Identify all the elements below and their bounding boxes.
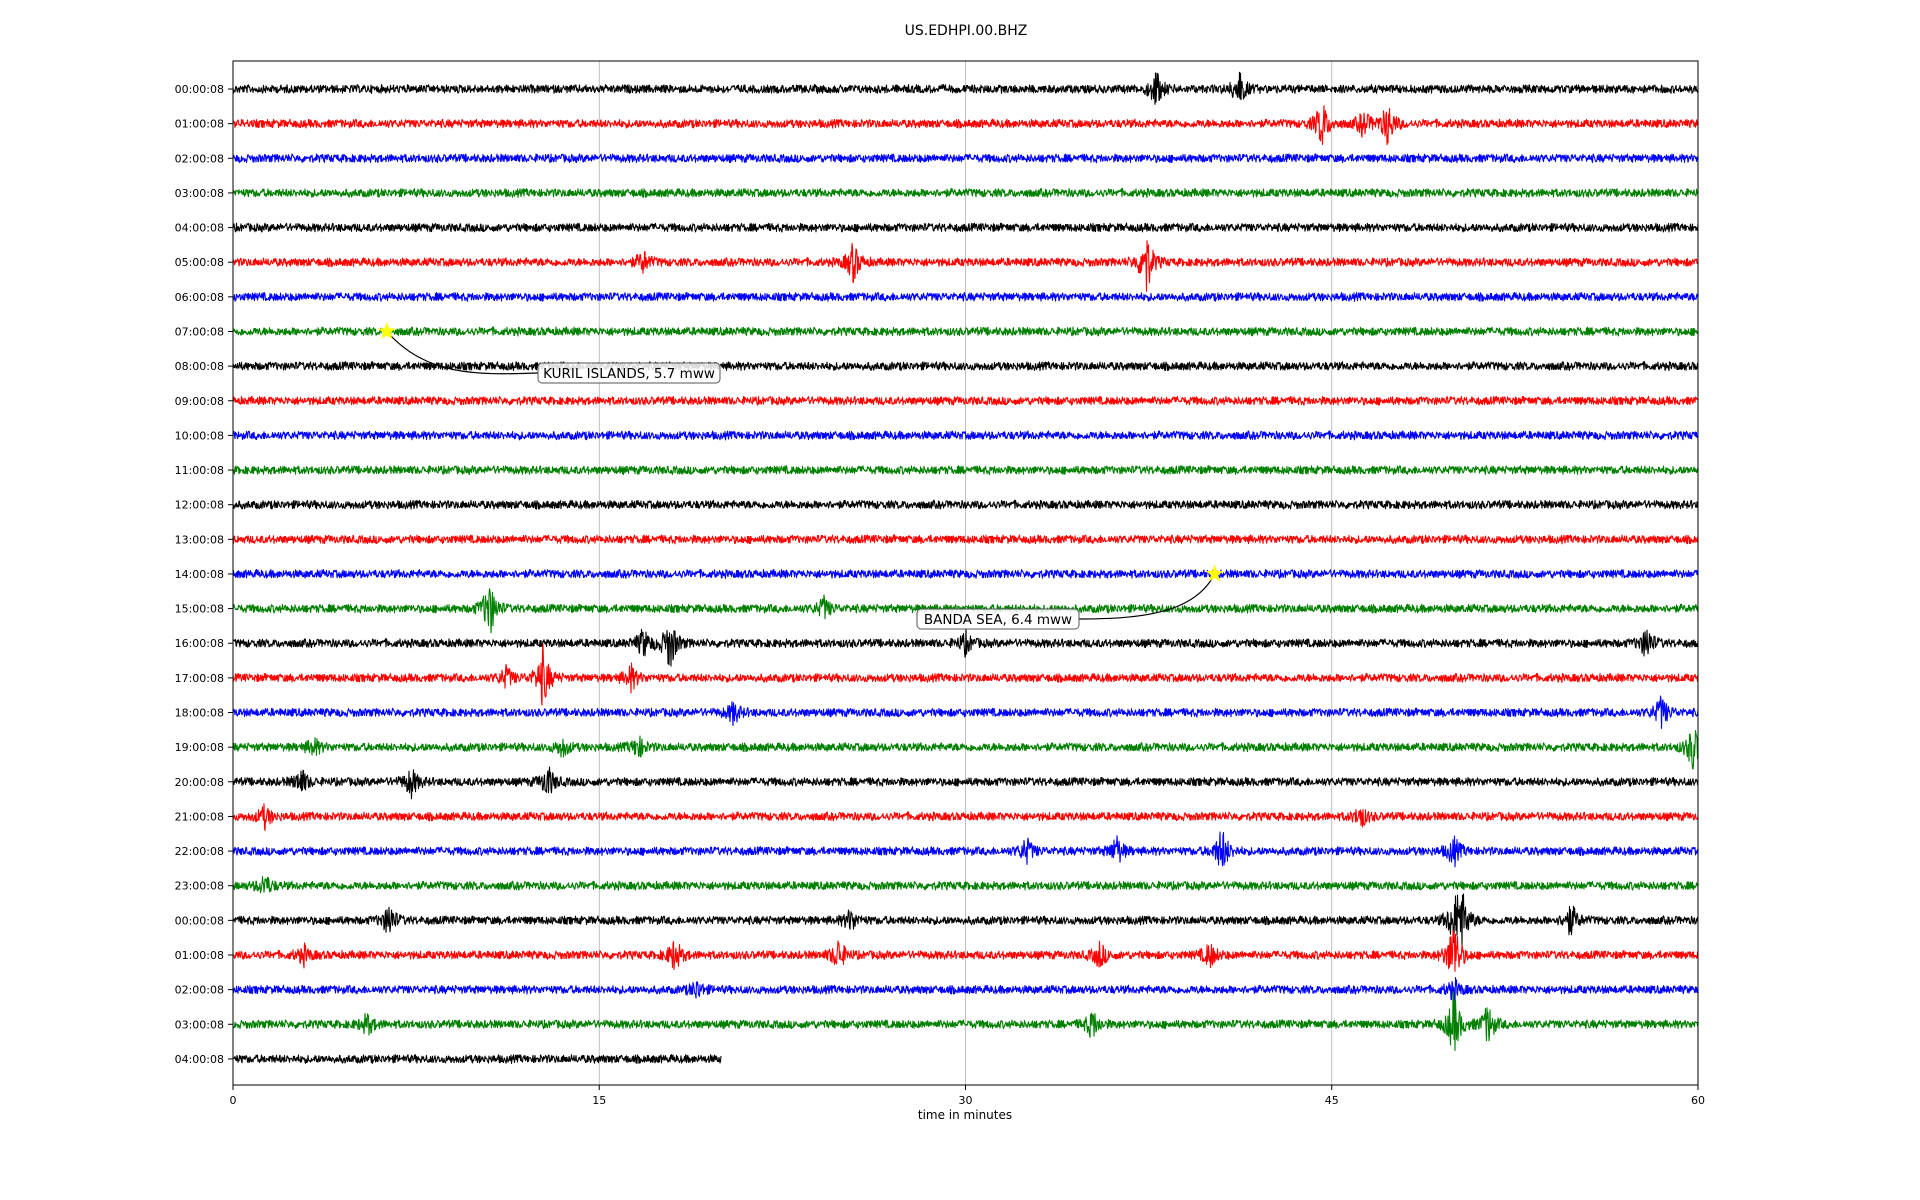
- event-label-box: [537, 362, 721, 384]
- trace-layer: [232, 71, 1699, 1064]
- x-tick-label: 30: [959, 1094, 973, 1107]
- event-layer: KURIL ISLANDS, 5.7 mww BANDA SEA, 6.4 mww: [377, 322, 1224, 630]
- event-connector: [1078, 573, 1216, 620]
- row-label: 15:00:08: [175, 603, 224, 616]
- x-axis-label: time in minutes: [918, 1108, 1012, 1122]
- seismic-trace: [232, 361, 1699, 372]
- event-label-box: [916, 608, 1080, 630]
- row-label: 01:00:08: [175, 118, 224, 131]
- seismic-trace: [232, 929, 1699, 972]
- row-label: 10:00:08: [175, 429, 224, 442]
- plot-frame: [232, 60, 1699, 1086]
- row-label: 02:00:08: [175, 984, 224, 997]
- row-label: 23:00:08: [175, 880, 224, 893]
- seismic-trace: [232, 499, 1699, 510]
- x-tick-label: 60: [1691, 1094, 1705, 1107]
- seismic-trace: [232, 534, 1699, 545]
- x-tick-layer: 0 15 30 45 60: [230, 1085, 1705, 1107]
- row-label: 22:00:08: [175, 845, 224, 858]
- seismic-trace: [232, 1054, 722, 1064]
- seismic-trace: [232, 465, 1699, 476]
- seismic-trace: [232, 222, 1699, 233]
- row-label: 06:00:08: [175, 291, 224, 304]
- chart-title: US.EDHPI.00.BHZ: [905, 23, 1028, 39]
- row-label: 04:00:08: [175, 1053, 224, 1066]
- seismic-trace: [232, 643, 1699, 706]
- row-label: 00:00:08: [175, 914, 224, 927]
- row-label: 12:00:08: [175, 499, 224, 512]
- seismic-trace: [232, 71, 1699, 105]
- seismic-trace: [232, 240, 1699, 292]
- event-connector: [386, 331, 539, 375]
- seismic-trace: [232, 977, 1699, 1003]
- row-label: 08:00:08: [175, 360, 224, 373]
- seismic-trace: [232, 831, 1699, 868]
- row-label: 19:00:08: [175, 741, 224, 754]
- seismic-trace: [232, 876, 1699, 894]
- row-label: 01:00:08: [175, 949, 224, 962]
- row-label: 17:00:08: [175, 672, 224, 685]
- row-label: 00:00:08: [175, 83, 224, 96]
- seismic-trace: [232, 893, 1699, 947]
- seismic-trace: [232, 766, 1699, 800]
- seismic-trace: [232, 588, 1699, 634]
- seismic-trace: [232, 395, 1699, 406]
- x-tick-label: 15: [592, 1094, 606, 1107]
- x-tick-label: 45: [1325, 1094, 1339, 1107]
- row-label: 11:00:08: [175, 464, 224, 477]
- row-label: 05:00:08: [175, 256, 224, 269]
- row-label: 03:00:08: [175, 187, 224, 200]
- row-label: 13:00:08: [175, 533, 224, 546]
- seismic-trace: [232, 803, 1699, 832]
- seismic-trace: [232, 628, 1699, 667]
- x-tick-label: 0: [230, 1094, 237, 1107]
- row-label: 16:00:08: [175, 637, 224, 650]
- event-star-marker: [1205, 564, 1224, 582]
- row-label: 02:00:08: [175, 152, 224, 165]
- seismic-trace: [232, 568, 1699, 579]
- seismic-trace: [232, 326, 1699, 337]
- row-label: 09:00:08: [175, 395, 224, 408]
- row-label: 07:00:08: [175, 325, 224, 338]
- seismic-trace: [232, 430, 1699, 441]
- event-label: BANDA SEA, 6.4 mww: [924, 612, 1072, 628]
- seismic-trace: [232, 695, 1699, 729]
- row-label: 18:00:08: [175, 707, 224, 720]
- row-label-layer: 00:00:08 01:00:08 02:00:08 03:00:08 04:00:08…: [175, 83, 233, 1066]
- seismic-trace: [232, 153, 1699, 164]
- row-label: 21:00:08: [175, 810, 224, 823]
- row-label: 14:00:08: [175, 568, 224, 581]
- row-label: 04:00:08: [175, 222, 224, 235]
- row-label: 20:00:08: [175, 776, 224, 789]
- seismic-trace: [232, 291, 1699, 302]
- seismic-trace: [232, 730, 1699, 770]
- event-star-marker: [377, 322, 396, 340]
- row-label: 03:00:08: [175, 1018, 224, 1031]
- event-label: KURIL ISLANDS, 5.7 mww: [543, 366, 715, 382]
- seismic-trace: [232, 991, 1699, 1052]
- seismic-trace: [232, 187, 1699, 198]
- seismic-trace: [232, 105, 1699, 146]
